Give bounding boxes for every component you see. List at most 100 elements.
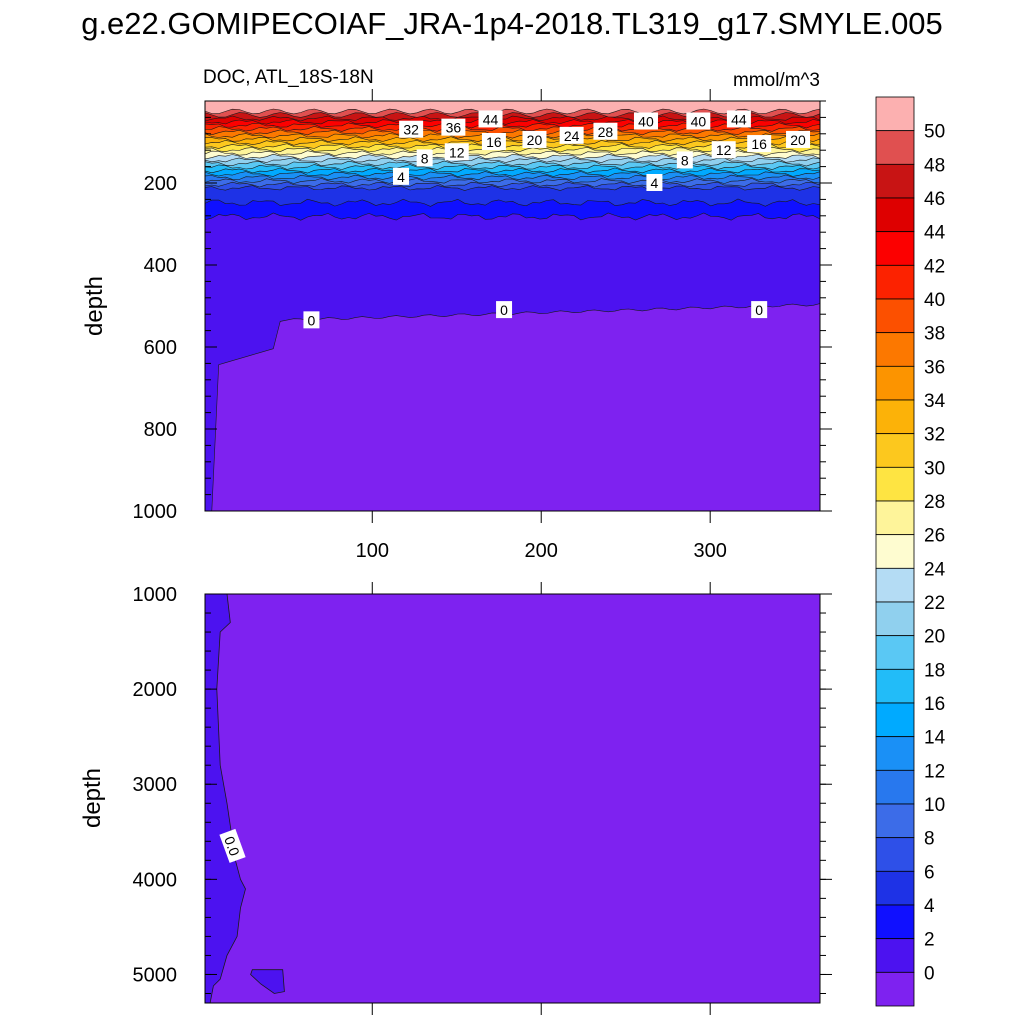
y-tick-label: 600	[144, 337, 177, 359]
contour-label: 16	[486, 134, 502, 150]
colorbar-swatch	[875, 466, 915, 502]
y-tick-label: 800	[144, 419, 177, 441]
colorbar-tick-label: 38	[924, 324, 945, 345]
contour-label-box	[686, 112, 711, 130]
contour-label-box	[646, 174, 663, 191]
colorbar-swatch	[875, 96, 915, 132]
colorbar-swatch	[875, 971, 915, 1007]
colorbar-swatch	[875, 736, 915, 771]
x-tick-label: 100	[356, 540, 389, 562]
units-label: mmol/m^3	[733, 70, 820, 91]
colorbar-swatch	[875, 534, 915, 569]
y-tick-label: 5000	[133, 964, 178, 986]
contour-label: 44	[731, 111, 747, 127]
contour-label-box	[751, 301, 768, 319]
y-tick-label: 4000	[133, 869, 178, 891]
colorbar-tick-label: 48	[924, 155, 945, 176]
contour-label: 32	[403, 122, 419, 138]
colorbar-tick-label: 50	[924, 122, 945, 143]
contour-label: 0	[755, 302, 763, 318]
subtitle-region: DOC, ATL_18S-18N	[203, 67, 374, 88]
lower-contour-labels: 0.0	[219, 828, 246, 863]
colorbar-tick-label: 44	[924, 223, 946, 244]
colorbar-tick-label: 10	[924, 795, 945, 816]
y-tick-label: 1000	[133, 501, 178, 523]
contour-label: 8	[681, 152, 689, 168]
colorbar-swatch	[875, 870, 915, 906]
y-tick-label: 200	[144, 173, 177, 195]
colorbar-swatch	[875, 365, 915, 401]
colorbar-tick-label: 8	[924, 829, 935, 850]
colorbar-tick-label: 14	[924, 728, 946, 749]
contour-label-box	[496, 301, 513, 319]
contour-label: 28	[598, 124, 614, 140]
colorbar-tick-label: 4	[924, 896, 935, 917]
colorbar-swatch	[875, 837, 915, 872]
contour-label: 24	[564, 128, 580, 144]
colorbar-tick-label: 12	[924, 761, 945, 782]
colorbar-tick-label: 18	[924, 660, 945, 681]
colorbar-tick-label: 20	[924, 627, 945, 648]
contour-label-box	[726, 110, 751, 128]
contour-label-box	[416, 149, 433, 167]
colorbar-swatch	[875, 635, 915, 670]
contour-label-box	[593, 122, 618, 140]
contour-label: 12	[449, 144, 465, 160]
colorbar-tick-label: 24	[924, 559, 946, 580]
colorbar-tick-label: 32	[924, 425, 945, 446]
colorbar-tick-label: 42	[924, 256, 945, 277]
contour-label: 8	[421, 150, 429, 166]
contour-label: 20	[790, 132, 806, 148]
deep-contour-region-east	[250, 969, 285, 994]
contour-label: 12	[716, 142, 732, 158]
colorbar-swatch	[875, 904, 915, 940]
contour-label-box	[441, 118, 466, 136]
contour-label-box	[478, 110, 503, 128]
colorbar: 0246810121416182022242628303234363840424…	[875, 96, 946, 1007]
colorbar-swatch	[875, 500, 915, 536]
contour-label: 4	[651, 175, 659, 191]
upper-y-axis-label: depth	[81, 276, 108, 336]
colorbar-swatch	[875, 264, 915, 300]
colorbar-tick-label: 40	[924, 290, 945, 311]
colorbar-tick-label: 46	[924, 189, 945, 210]
lower-axes: 1000 2000 3000 4000 5000	[133, 582, 832, 1015]
colorbar-swatch	[875, 231, 915, 266]
contour-label: 40	[638, 114, 654, 130]
contour-label-box	[786, 130, 811, 148]
contour-label: 16	[751, 136, 767, 152]
figure-title: g.e22.GOMIPECOIAF_JRA-1p4-2018.TL319_g17…	[81, 6, 943, 41]
contour-label-box	[747, 135, 772, 153]
colorbar-tick-label: 2	[924, 930, 935, 951]
lower-y-axis-label: depth	[79, 768, 106, 828]
colorbar-swatch	[875, 130, 915, 165]
colorbar-swatch	[875, 803, 915, 839]
colorbar-swatch	[875, 197, 915, 233]
contour-label-box	[392, 167, 409, 185]
colorbar-tick-label: 30	[924, 458, 945, 479]
colorbar-tick-label: 6	[924, 862, 935, 883]
deep-background	[205, 594, 820, 1003]
lower-panel: 1000 2000 3000 4000 5000 0.0 depth	[79, 582, 832, 1015]
colorbar-swatch	[875, 567, 915, 603]
y-tick-label: 400	[144, 255, 177, 277]
lower-contour-fill	[205, 594, 820, 1003]
upper-panel: DOC, ATL_18S-18N mmol/m^3 20040060080010…	[81, 67, 832, 562]
colorbar-swatch	[875, 668, 915, 704]
contour-label: 0	[500, 302, 508, 318]
contour-label: 40	[691, 114, 707, 130]
contour-label-box	[219, 828, 246, 863]
colorbar-swatch	[875, 332, 915, 367]
upper-frame	[204, 100, 821, 512]
contour-label-box	[522, 130, 547, 148]
colorbar-swatch	[875, 702, 915, 738]
contour-label: 20	[527, 132, 543, 148]
colorbar-swatch	[875, 163, 915, 199]
contour-label-box	[481, 133, 506, 150]
lower-frame	[204, 593, 821, 1004]
contour-label-box	[444, 143, 469, 161]
contour-label: 4	[397, 169, 405, 185]
colorbar-tick-label: 36	[924, 357, 945, 378]
contour-label: 36	[446, 120, 462, 136]
